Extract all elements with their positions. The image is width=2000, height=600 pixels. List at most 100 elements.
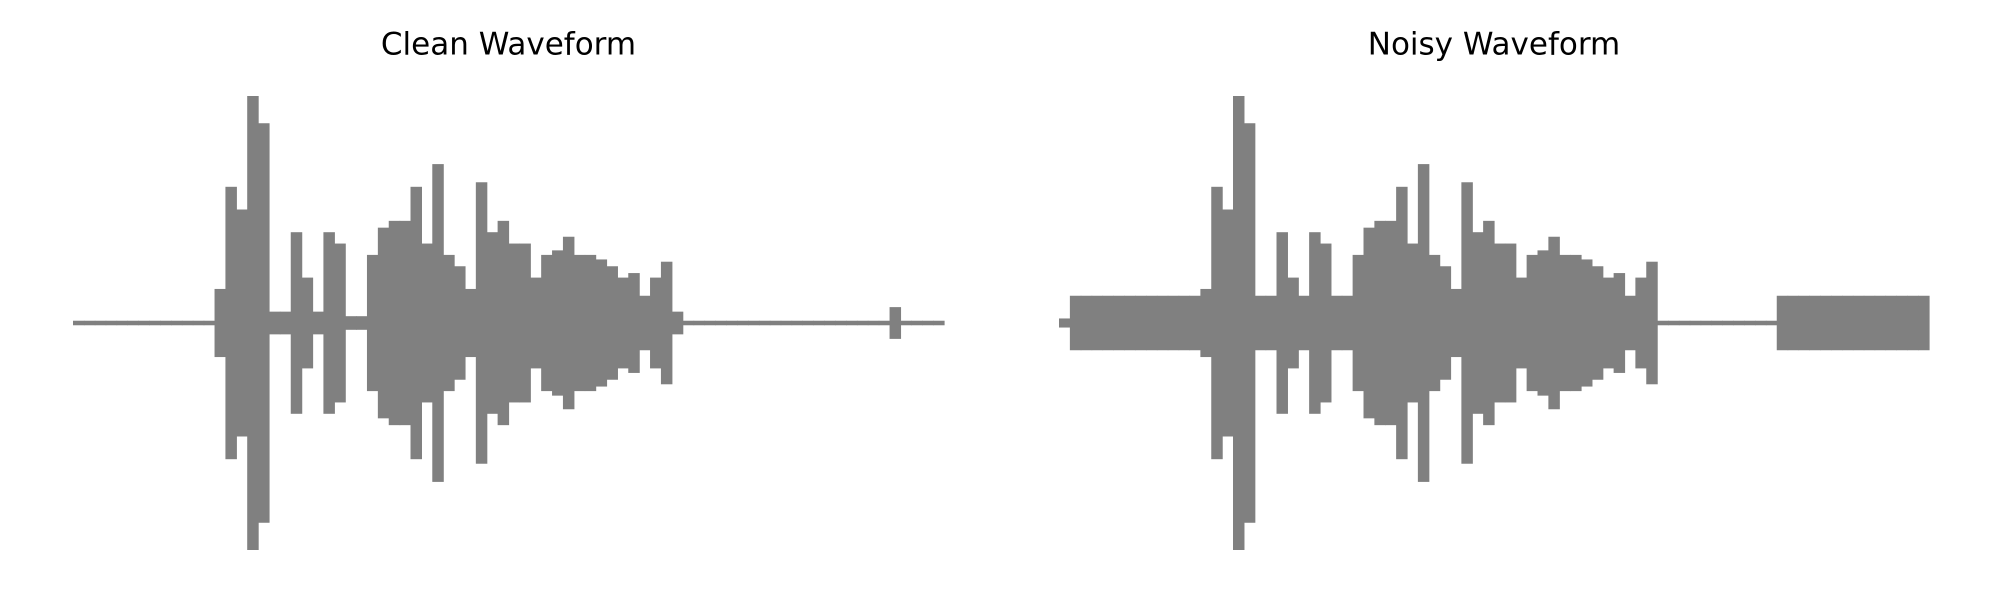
waveform-segment [1570, 254, 1582, 392]
waveform-segment [1820, 295, 1832, 351]
waveform-segment [562, 236, 575, 410]
waveform-segment [541, 254, 553, 392]
waveform-segment [1678, 320, 1691, 326]
waveform-segment [279, 311, 292, 335]
waveform-segment [1450, 288, 1462, 358]
waveform-segment [138, 320, 150, 326]
waveform-segment [1276, 232, 1288, 414]
waveform-segment [584, 254, 597, 392]
waveform-segment [878, 320, 891, 326]
waveform-segment [726, 320, 738, 326]
waveform-segment [214, 288, 227, 358]
waveform-segment [824, 320, 836, 326]
waveform-segment [258, 123, 270, 523]
waveform-segment [889, 307, 902, 339]
waveform-segment [660, 261, 673, 385]
waveform-segment [1885, 295, 1897, 351]
waveform-segment [149, 320, 161, 326]
waveform-segment [1102, 295, 1114, 351]
waveform-segment [1548, 236, 1560, 410]
waveform-segment [595, 259, 608, 387]
waveform-segment [1494, 243, 1506, 403]
waveform-segment [454, 266, 466, 380]
waveform-segment [1374, 220, 1386, 426]
waveform-segment [1178, 295, 1191, 351]
waveform-segment [758, 320, 771, 326]
waveform-segment [791, 320, 804, 326]
waveform-segment [1515, 277, 1528, 369]
waveform-segment [1689, 320, 1702, 326]
waveform-segment [1091, 295, 1104, 351]
waveform-segment [388, 220, 401, 426]
chart-title: Noisy Waveform [1368, 27, 1620, 63]
waveform-segment [769, 320, 782, 326]
waveform-segment [1744, 320, 1756, 326]
waveform-segment [127, 320, 139, 326]
waveform-segment [1407, 243, 1419, 403]
waveform-segment [1222, 209, 1234, 437]
waveform-segment [1352, 254, 1365, 392]
waveform-segment [268, 311, 281, 335]
waveform-segment [1613, 273, 1626, 373]
waveform-segment [432, 164, 444, 482]
waveform-segment [813, 320, 825, 326]
waveform-segment [475, 182, 488, 464]
waveform-segment [105, 320, 118, 326]
waveform-segment [1831, 295, 1843, 351]
waveform-segment [1059, 318, 1071, 328]
waveform-segment [628, 273, 640, 373]
waveform-segment [236, 209, 248, 437]
waveform-segment [1363, 227, 1375, 419]
waveform-segment [1787, 295, 1800, 351]
waveform-segment [900, 320, 912, 326]
waveform-segment [1863, 295, 1876, 351]
waveform-segment [247, 96, 259, 550]
waveform-segment [1233, 96, 1245, 550]
waveform-segment [671, 311, 684, 335]
waveform-segment [192, 320, 205, 326]
waveform-segment [1504, 243, 1517, 403]
waveform-segment [181, 320, 194, 326]
waveform-segment [1722, 320, 1734, 326]
waveform-segment [508, 243, 520, 403]
waveform-segment [1417, 164, 1430, 482]
waveform-segment [1842, 295, 1854, 351]
waveform-segment [1635, 277, 1647, 369]
waveform-segment [486, 232, 499, 414]
waveform-segment [73, 320, 85, 326]
waveform-segment [1483, 220, 1495, 426]
waveform-segment [1602, 277, 1615, 369]
waveform-segment [552, 250, 564, 396]
waveform-segment [519, 243, 531, 403]
waveform-segment [1265, 295, 1278, 351]
waveform-segment [1330, 295, 1343, 351]
waveform-segment [835, 320, 847, 326]
waveform-segment [94, 320, 107, 326]
waveform-segment [323, 232, 335, 414]
waveform-segment [1385, 220, 1397, 426]
waveform-segment [1765, 320, 1778, 326]
waveform-segment [1581, 259, 1593, 387]
waveform-segment [1439, 266, 1452, 380]
waveform-segment [1080, 295, 1093, 351]
waveform-segment [1200, 288, 1212, 358]
waveform-segment [650, 277, 662, 369]
waveform-segment [1624, 295, 1636, 351]
waveform-segment [1396, 186, 1408, 460]
waveform-segment [1298, 295, 1310, 351]
waveform-segment [1646, 261, 1658, 385]
waveform-segment [83, 320, 96, 326]
waveform-segment [497, 220, 510, 426]
waveform-segment [1146, 295, 1158, 351]
waveform-segment [639, 295, 651, 351]
waveform-segment [366, 254, 379, 392]
waveform-segment [1852, 295, 1865, 351]
waveform-segment [682, 320, 695, 326]
waveform-segment [1243, 123, 1256, 523]
waveform-segment [1700, 320, 1713, 326]
waveform-segment [443, 254, 455, 392]
waveform-segment [856, 320, 869, 326]
waveform-segment [911, 320, 923, 326]
waveform-segment [421, 243, 433, 403]
